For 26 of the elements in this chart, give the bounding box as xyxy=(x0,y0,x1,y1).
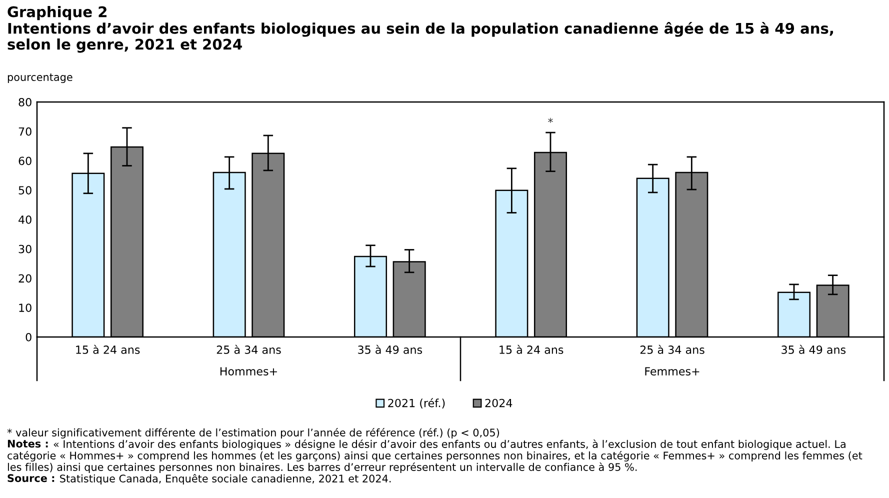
x-tick-label: 15 à 24 ans xyxy=(76,344,140,354)
y-tick-label: 30 xyxy=(18,244,32,254)
legend-label: 2024 xyxy=(485,398,512,408)
source-note: Source : Statistique Canada, Enquête sociale canadienne, 2021 et 2024. xyxy=(8,474,391,484)
x-tick-label: 25 à 34 ans xyxy=(216,344,281,354)
text: * valeur significativement différente de l’estimation pour l’année de référence (réf.) (p < 0,05) xyxy=(7,428,500,438)
x-tick-label: 25 à 34 ans xyxy=(640,344,704,354)
y-tick-label: 10 xyxy=(19,304,32,312)
x-tick-label: 35 à 49 ans xyxy=(358,344,422,354)
y-tick-label: 80 xyxy=(18,98,32,106)
chart-subtitle: Intentions d’avoir des enfants biologiques au sein de la population canadienne âgée de 15 à 49 ans, selon le genre, 2021 et 2024 xyxy=(8,22,833,53)
chart-title: Graphique 2 xyxy=(8,6,106,20)
y-tick-label: 70 xyxy=(18,127,32,136)
x-tick-label: 15 à 24 ans xyxy=(500,344,564,354)
y-axis-title: pourcentage xyxy=(8,74,72,84)
text: Hommes+ xyxy=(220,367,277,376)
text: Notes : « Intentions d’avoir des enfants biologiques » désigne le désir d’avoir des enfants ou d’autres enfants, à l’exclusion de tout enfant biologique actuel. La catégorie « Hommes+ » comprend les hommes (et les garçons) ainsi que certaines personnes non binaires, et la catégorie « Femmes+ » comprend les femmes (et les filles) ainsi que certaines personnes non binaires. Les barres d’erreur représentent un intervalle de confiance à 95 %. xyxy=(8,440,862,473)
x-tick-label: 35 à 49 ans xyxy=(782,344,846,354)
legend-label: 2021 (réf.) xyxy=(388,398,445,409)
text: Femmes+ xyxy=(645,367,700,376)
y-tick-label: 50 xyxy=(18,186,32,195)
y-tick-label: 60 xyxy=(18,156,32,166)
y-tick-label: 40 xyxy=(18,215,32,224)
y-tick-label: 0 xyxy=(26,332,32,342)
data-label: * xyxy=(548,118,553,123)
y-tick-label: 20 xyxy=(18,274,32,283)
